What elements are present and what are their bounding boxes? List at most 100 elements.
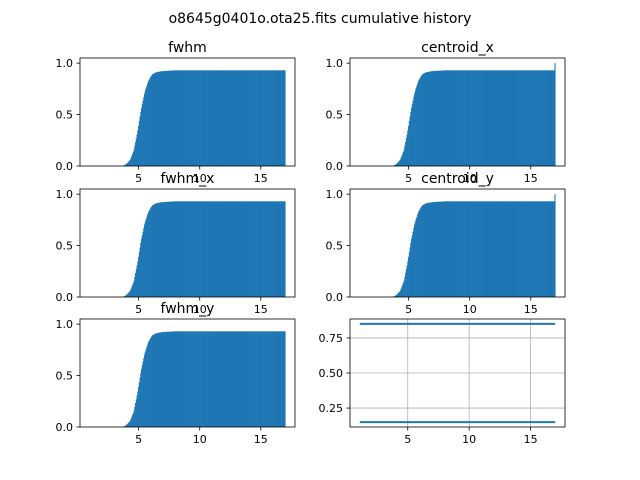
- histogram-bar: [532, 201, 534, 297]
- histogram-bar: [516, 70, 518, 166]
- x-tick-label: 5: [135, 303, 142, 316]
- histogram-bar: [472, 70, 474, 166]
- histogram-bar: [533, 201, 535, 297]
- histogram-bar: [511, 201, 513, 297]
- histogram-bar: [509, 70, 511, 166]
- histogram-bar: [428, 202, 430, 297]
- histogram-bar: [402, 151, 404, 166]
- histogram-bar: [144, 354, 146, 427]
- histogram-bar: [193, 331, 195, 427]
- histogram-bar: [511, 70, 513, 166]
- histogram-bar: [397, 293, 399, 297]
- subplot-grid: 5 10 15 0.0 0.5 1.0 fwhm 5 10 15 0.0 0.5 1.0 centroid…: [56, 40, 566, 446]
- histogram-bar: [462, 201, 464, 297]
- histogram-bar: [532, 201, 534, 297]
- histogram-bar: [458, 70, 460, 166]
- x-tick-label: 10: [463, 303, 477, 316]
- histogram-bar: [124, 164, 126, 166]
- histogram-bar: [157, 332, 159, 427]
- histogram-bar: [223, 70, 225, 166]
- histogram-bar: [241, 70, 243, 166]
- histogram-bar: [487, 70, 489, 166]
- histogram-bar: [125, 425, 127, 427]
- y-tick-label: 1.0: [326, 57, 344, 70]
- histogram-bar: [494, 70, 496, 166]
- histogram-bar: [423, 73, 425, 166]
- histogram-bar: [397, 162, 399, 166]
- histogram-bar: [473, 201, 475, 297]
- histogram-bar: [422, 73, 425, 166]
- histogram-bar: [246, 201, 248, 297]
- histogram-bar: [518, 201, 520, 297]
- histogram-bar: [516, 201, 518, 297]
- histogram-bar: [143, 358, 145, 427]
- histogram-bar: [431, 71, 434, 166]
- histogram-bar: [235, 70, 237, 166]
- histogram-bar: [148, 340, 150, 427]
- histogram-bar: [177, 331, 179, 427]
- histogram-bar: [244, 201, 246, 297]
- histogram-bar: [188, 70, 190, 166]
- histogram-bars: [393, 63, 556, 167]
- histogram-bar: [197, 331, 199, 427]
- histogram-bar: [425, 72, 427, 166]
- histogram-bar: [442, 70, 444, 166]
- histogram-bar: [436, 201, 438, 297]
- histogram-bar: [522, 201, 524, 297]
- histogram-bar: [550, 70, 552, 166]
- histogram-bar: [403, 149, 405, 166]
- histogram-bar: [493, 70, 496, 166]
- histogram-bar: [247, 201, 249, 297]
- y-tick-label: 1.0: [326, 188, 344, 201]
- histogram-bars: [393, 194, 556, 297]
- histogram-bar: [529, 70, 531, 166]
- histogram-bar: [247, 331, 249, 427]
- histogram-bar: [537, 70, 539, 166]
- histogram-bar: [282, 70, 284, 166]
- histogram-bar: [411, 104, 413, 166]
- histogram-bar: [266, 331, 268, 427]
- histogram-bar: [180, 201, 182, 297]
- histogram-bar: [138, 125, 140, 166]
- histogram-bar: [234, 201, 236, 297]
- histogram-bar: [194, 70, 196, 166]
- histogram-bar: [532, 70, 534, 166]
- histogram-bar: [251, 331, 253, 427]
- histogram-bar: [223, 201, 226, 297]
- histogram-bar: [126, 294, 128, 297]
- histogram-bar: [513, 201, 515, 297]
- histogram-bar: [181, 201, 183, 297]
- histogram-bar: [135, 273, 137, 297]
- histogram-bar: [159, 332, 161, 427]
- histogram-bar: [191, 331, 193, 427]
- histogram-bar: [493, 70, 495, 166]
- histogram-bar: [471, 201, 473, 297]
- histogram-bar: [139, 247, 141, 297]
- histogram-bar: [476, 70, 478, 166]
- histogram-bar: [167, 70, 170, 166]
- histogram-bar: [432, 202, 434, 297]
- histogram-bar: [455, 70, 457, 166]
- histogram-bar: [523, 70, 525, 166]
- histogram-bar: [247, 331, 249, 427]
- histogram-bar: [246, 331, 248, 427]
- histogram-bar: [215, 331, 217, 427]
- histogram-bar: [214, 331, 216, 427]
- histogram-bar: [268, 201, 270, 297]
- x-tick-label: 10: [463, 172, 477, 185]
- histogram-bar: [217, 331, 220, 427]
- histogram-bar: [543, 70, 545, 166]
- histogram-bar: [188, 201, 190, 297]
- histogram-bar: [484, 70, 486, 166]
- histogram-bar: [201, 331, 203, 427]
- histogram-bar: [500, 201, 502, 297]
- histogram-bar: [495, 70, 497, 166]
- histogram-bar: [496, 201, 499, 297]
- histogram-bar: [265, 201, 267, 297]
- histogram-bar: [425, 203, 427, 297]
- histogram-bar: [263, 201, 265, 297]
- histogram-bar: [407, 130, 409, 166]
- histogram-bar: [266, 201, 268, 297]
- histogram-bar: [191, 201, 193, 297]
- histogram-bar: [181, 331, 183, 427]
